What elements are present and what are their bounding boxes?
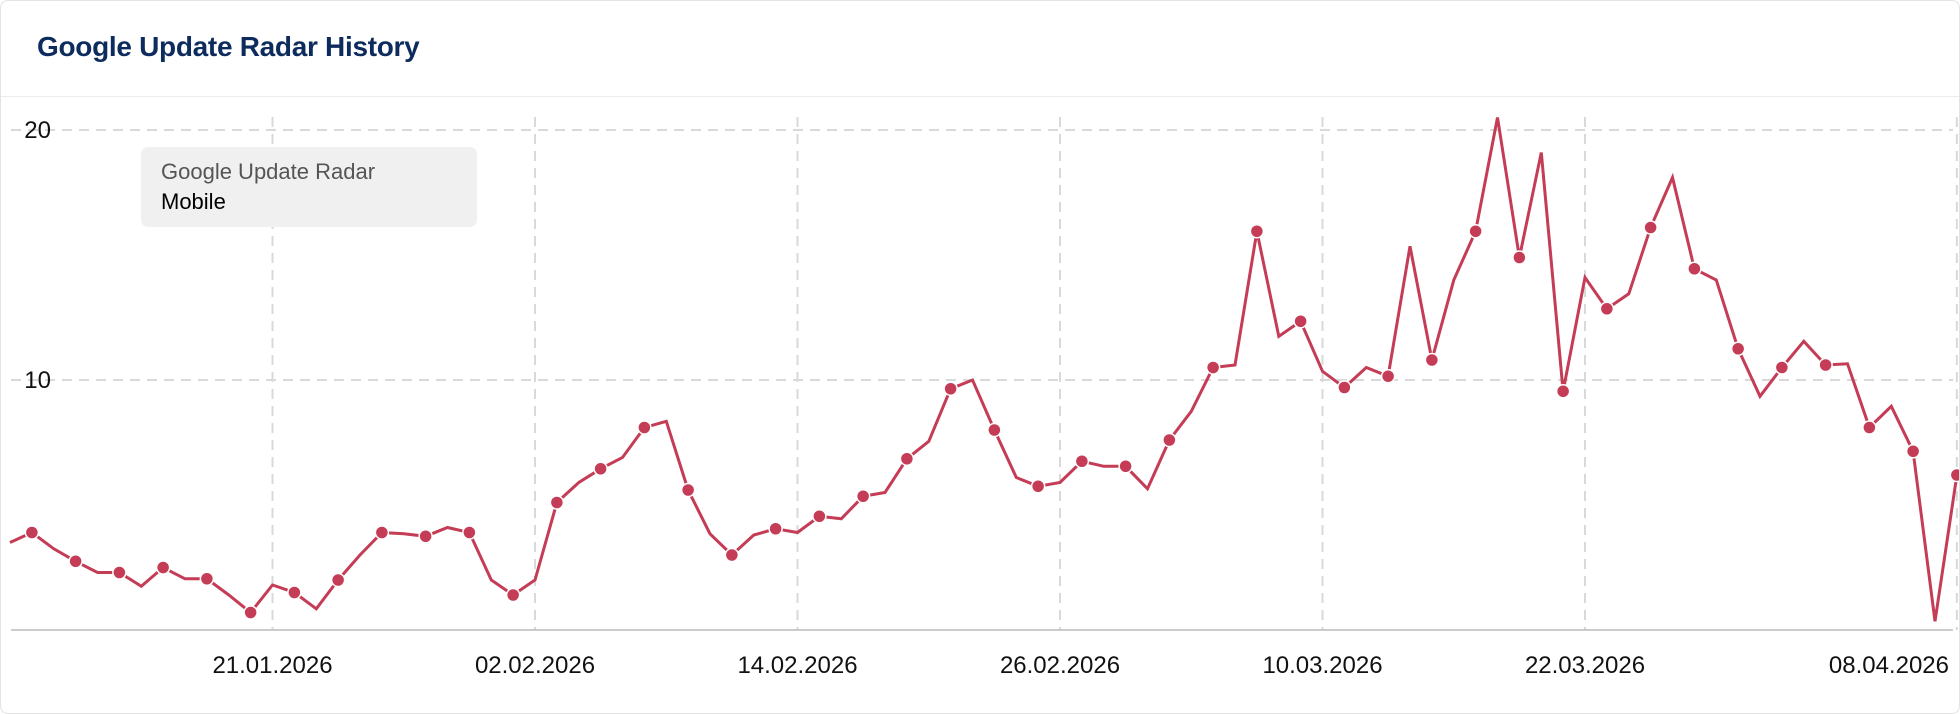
data-point: [1687, 261, 1702, 276]
data-point: [943, 381, 958, 396]
data-point: [1030, 479, 1046, 494]
data-point: [112, 565, 127, 580]
x-tick-label: 08.04.2026: [1829, 652, 1949, 679]
header-divider: [1, 96, 1959, 97]
data-point: [1949, 467, 1959, 483]
data-point: [1818, 357, 1833, 373]
data-point: [987, 422, 1002, 438]
x-tick-label: 26.02.2026: [1000, 652, 1120, 679]
data-point: [1162, 432, 1177, 448]
data-point: [199, 571, 215, 586]
data-point: [593, 461, 608, 476]
data-point: [1730, 341, 1746, 356]
x-tick-label: 10.03.2026: [1262, 652, 1382, 679]
data-point: [505, 587, 521, 603]
x-tick-label: 02.02.2026: [475, 652, 595, 679]
data-point: [1118, 459, 1133, 474]
data-point: [243, 605, 258, 620]
data-point: [549, 495, 565, 510]
tooltip-series: Mobile: [161, 189, 226, 214]
x-tick-label: 21.01.2026: [212, 652, 332, 679]
data-point: [24, 525, 40, 540]
y-tick-label: 20: [24, 117, 51, 144]
data-point: [680, 482, 696, 498]
data-point: [1643, 220, 1658, 235]
x-tick-label: 14.02.2026: [737, 652, 857, 679]
data-point: [374, 525, 390, 540]
data-point: [637, 420, 652, 435]
data-point: [1512, 250, 1527, 265]
data-point: [724, 547, 740, 563]
card-title: Google Update Radar History: [37, 31, 420, 62]
data-point: [418, 529, 433, 544]
data-point: [899, 451, 915, 466]
data-point: [1774, 360, 1790, 375]
data-point: [1380, 369, 1396, 384]
data-point: [1249, 224, 1265, 239]
data-point: [1074, 454, 1090, 469]
legend-tooltip: Google Update Radar Mobile: [141, 147, 477, 227]
tooltip-title: Google Update Radar: [161, 159, 376, 184]
y-tick-label: 10: [24, 367, 51, 394]
data-point: [462, 525, 477, 540]
data-point: [287, 585, 302, 600]
data-point: [1905, 444, 1921, 459]
data-point: [1205, 360, 1221, 375]
data-point: [1337, 380, 1352, 395]
data-point: [330, 572, 346, 588]
data-point: [812, 509, 827, 524]
data-point: [1424, 352, 1440, 368]
data-point: [1468, 224, 1483, 239]
data-point: [1293, 314, 1308, 329]
data-point: [1555, 384, 1571, 399]
data-point: [768, 521, 783, 536]
data-point: [1862, 420, 1877, 435]
data-point: [855, 489, 871, 504]
data-point: [155, 560, 171, 575]
x-tick-label: 22.03.2026: [1525, 652, 1645, 679]
data-point: [1599, 301, 1615, 316]
data-point: [68, 554, 83, 569]
